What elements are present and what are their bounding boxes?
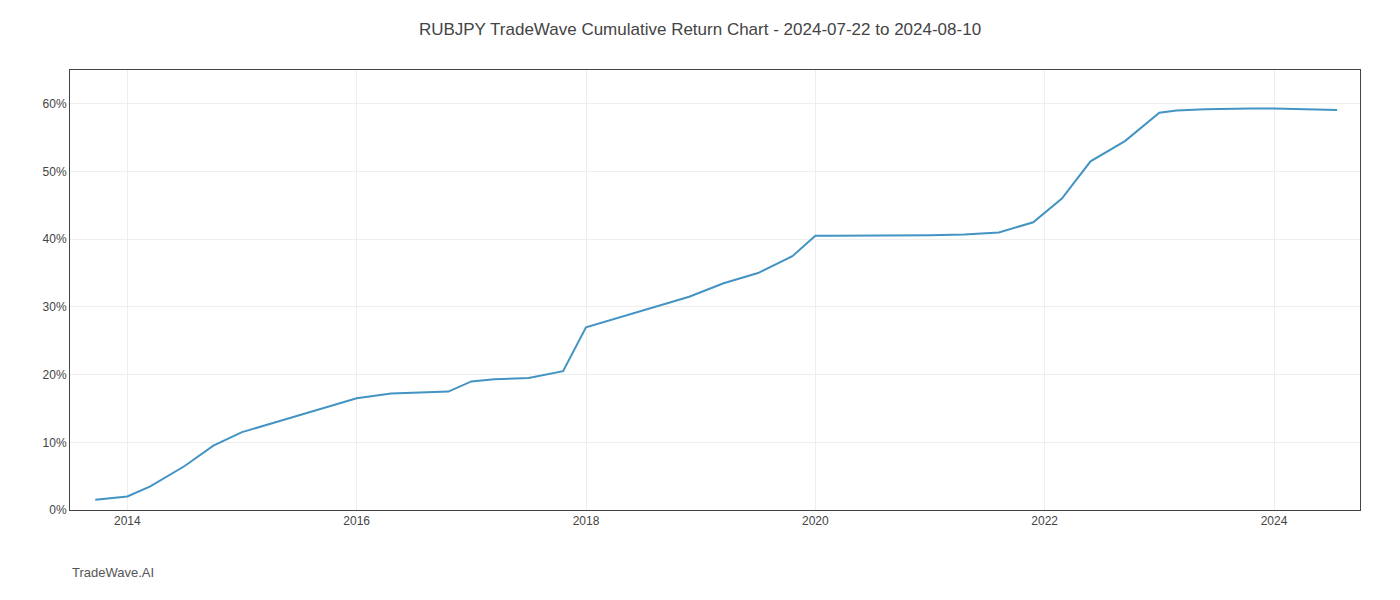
svg-text:60%: 60% (43, 97, 67, 111)
svg-text:40%: 40% (43, 232, 67, 246)
svg-text:0%: 0% (49, 503, 67, 517)
svg-text:2018: 2018 (573, 514, 600, 528)
svg-text:2020: 2020 (802, 514, 829, 528)
svg-text:20%: 20% (43, 368, 67, 382)
svg-text:10%: 10% (43, 436, 67, 450)
svg-text:2024: 2024 (1261, 514, 1288, 528)
svg-text:2014: 2014 (114, 514, 141, 528)
svg-text:RUBJPY TradeWave Cumulative Re: RUBJPY TradeWave Cumulative Return Chart… (419, 20, 981, 39)
svg-text:50%: 50% (43, 165, 67, 179)
svg-text:2016: 2016 (343, 514, 370, 528)
svg-text:TradeWave.AI: TradeWave.AI (72, 565, 154, 580)
svg-text:30%: 30% (43, 300, 67, 314)
svg-text:2022: 2022 (1031, 514, 1058, 528)
